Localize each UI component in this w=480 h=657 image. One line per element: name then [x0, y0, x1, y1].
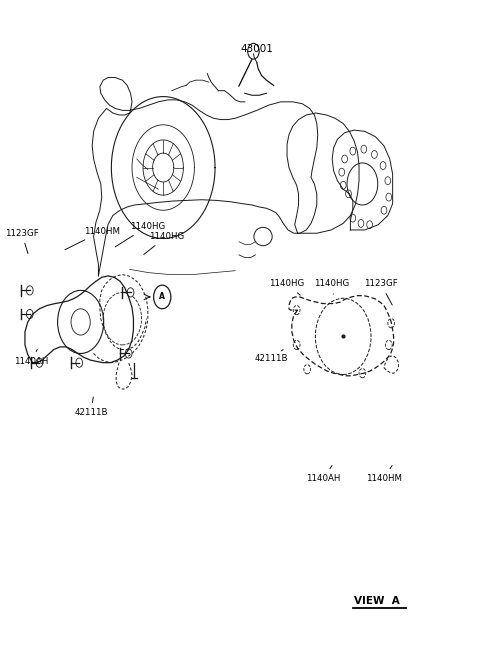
- Circle shape: [154, 285, 171, 309]
- Text: 1140HM: 1140HM: [366, 466, 402, 483]
- Circle shape: [125, 349, 132, 358]
- Text: 43001: 43001: [239, 44, 273, 86]
- Circle shape: [36, 358, 43, 367]
- Circle shape: [127, 288, 134, 297]
- Text: 1123GF: 1123GF: [364, 279, 397, 305]
- Text: VIEW  A: VIEW A: [354, 596, 400, 606]
- Text: 1140HG: 1140HG: [314, 279, 349, 294]
- Text: 42111B: 42111B: [254, 350, 288, 363]
- Text: 1140HM: 1140HM: [65, 227, 120, 250]
- Circle shape: [26, 309, 33, 319]
- Text: 1140AH: 1140AH: [14, 350, 49, 366]
- Circle shape: [76, 358, 83, 367]
- Text: 1140HG: 1140HG: [115, 222, 165, 247]
- Text: 1140AH: 1140AH: [306, 466, 341, 483]
- Text: A: A: [159, 292, 165, 302]
- Text: 1140HG: 1140HG: [269, 279, 304, 295]
- Text: 1123GF: 1123GF: [5, 229, 38, 254]
- Text: 1140HG: 1140HG: [144, 232, 184, 254]
- Text: 42111B: 42111B: [74, 397, 108, 417]
- Circle shape: [26, 286, 33, 295]
